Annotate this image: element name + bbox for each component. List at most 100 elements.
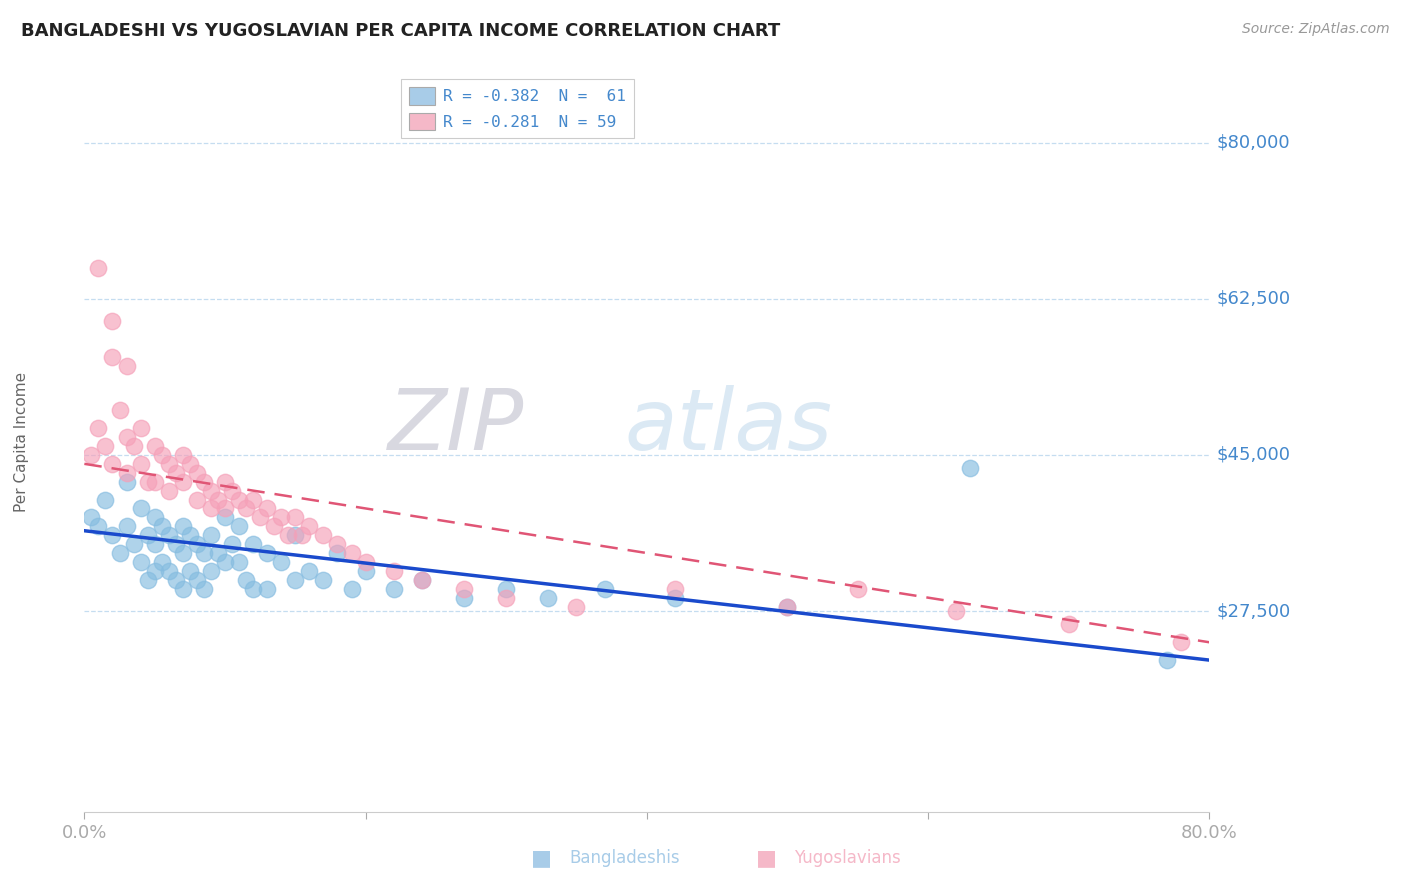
Point [214,501,236,516]
Point [221,537,243,551]
Point [179,564,201,578]
Point [179,528,201,542]
Point [256,582,278,596]
Point [242,537,264,551]
Point [172,448,194,462]
Point [186,492,208,507]
Point [846,582,869,596]
Point [776,599,799,614]
Point [186,573,208,587]
Point [165,466,187,480]
Text: Source: ZipAtlas.com: Source: ZipAtlas.com [1241,22,1389,37]
Point [87,519,110,533]
Point [284,528,307,542]
Point [277,528,299,542]
Point [228,492,250,507]
Point [122,439,145,453]
Point [326,537,349,551]
Point [172,582,194,596]
Point [1170,635,1192,649]
Text: BANGLADESHI VS YUGOSLAVIAN PER CAPITA INCOME CORRELATION CHART: BANGLADESHI VS YUGOSLAVIAN PER CAPITA IN… [21,22,780,40]
Text: ■: ■ [756,848,776,868]
Point [664,582,686,596]
Point [186,537,208,551]
Point [143,537,166,551]
Point [495,582,517,596]
Point [108,546,131,560]
Point [340,582,363,596]
Point [312,528,335,542]
Point [200,528,222,542]
Point [284,573,307,587]
Point [136,528,159,542]
Point [193,582,215,596]
Point [207,492,229,507]
Point [129,421,152,435]
Point [179,457,201,471]
Point [221,483,243,498]
Point [157,457,180,471]
Point [172,475,194,489]
Point [129,457,152,471]
Point [354,555,377,569]
Text: ZIP: ZIP [388,385,524,468]
Text: $62,500: $62,500 [1216,290,1291,308]
Point [157,564,180,578]
Point [172,519,194,533]
Point [165,537,187,551]
Point [537,591,560,605]
Point [1156,653,1178,667]
Point [270,555,292,569]
Point [165,573,187,587]
Point [122,537,145,551]
Point [298,519,321,533]
Point [143,564,166,578]
Point [115,466,138,480]
Point [453,591,475,605]
Point [354,564,377,578]
Point [207,546,229,560]
Point [776,599,799,614]
Text: Yugoslavians: Yugoslavians [794,849,901,867]
Point [495,591,517,605]
Point [101,314,124,328]
Point [959,461,981,475]
Point [312,573,335,587]
Point [101,457,124,471]
Point [150,448,173,462]
Point [94,439,117,453]
Point [150,519,173,533]
Point [80,448,103,462]
Point [270,510,292,524]
Point [150,555,173,569]
Point [115,475,138,489]
Text: $27,500: $27,500 [1216,602,1291,620]
Point [143,475,166,489]
Point [235,573,257,587]
Point [200,564,222,578]
Point [157,528,180,542]
Point [94,492,117,507]
Point [284,510,307,524]
Legend: R = -0.382  N =  61, R = -0.281  N = 59: R = -0.382 N = 61, R = -0.281 N = 59 [401,79,634,138]
Point [115,519,138,533]
Text: $80,000: $80,000 [1216,134,1289,152]
Point [200,501,222,516]
Point [214,555,236,569]
Point [193,546,215,560]
Point [593,582,616,596]
Point [382,582,405,596]
Point [565,599,588,614]
Point [80,510,103,524]
Text: atlas: atlas [624,385,832,468]
Point [411,573,433,587]
Point [235,501,257,516]
Point [87,421,110,435]
Text: Bangladeshis: Bangladeshis [569,849,681,867]
Point [193,475,215,489]
Point [129,555,152,569]
Point [249,510,271,524]
Point [115,359,138,373]
Point [291,528,314,542]
Point [101,528,124,542]
